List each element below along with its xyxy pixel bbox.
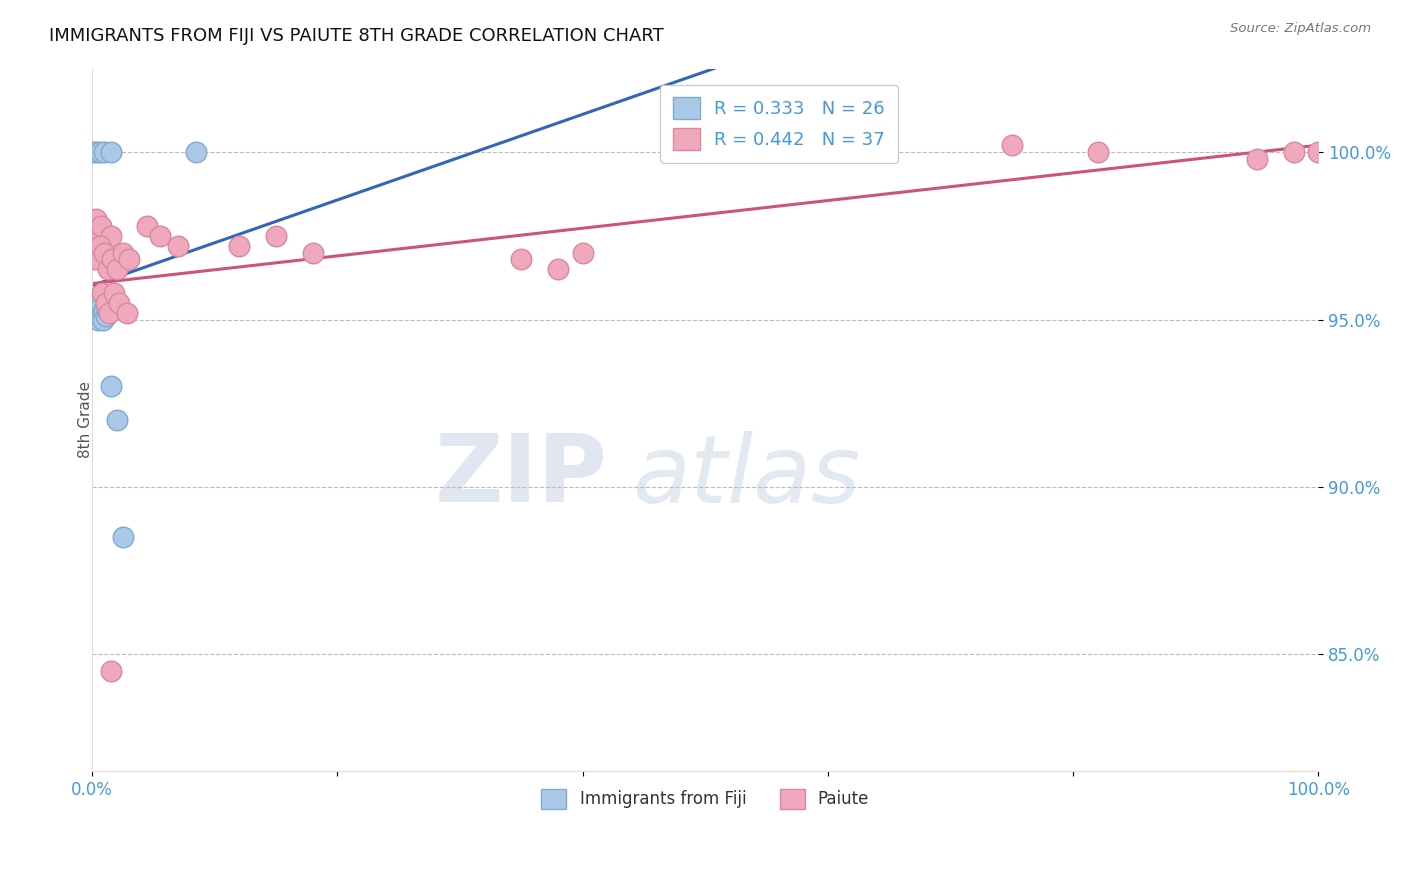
Legend: Immigrants from Fiji, Paiute: Immigrants from Fiji, Paiute — [534, 782, 876, 816]
Point — [87, 302, 110, 317]
Point — [93, 302, 115, 317]
Point — [82, 145, 104, 160]
Point — [118, 252, 141, 267]
Point — [96, 302, 118, 317]
Point — [100, 664, 122, 678]
Point — [547, 262, 569, 277]
Point — [167, 239, 190, 253]
Point — [94, 309, 117, 323]
Point — [1001, 138, 1024, 153]
Point — [87, 228, 110, 243]
Point — [98, 306, 121, 320]
Point — [228, 239, 250, 253]
Point — [136, 219, 159, 233]
Point — [82, 295, 104, 310]
Text: atlas: atlas — [631, 431, 860, 522]
Point — [103, 285, 125, 300]
Point — [108, 295, 131, 310]
Point — [97, 262, 120, 277]
Text: IMMIGRANTS FROM FIJI VS PAIUTE 8TH GRADE CORRELATION CHART: IMMIGRANTS FROM FIJI VS PAIUTE 8TH GRADE… — [49, 27, 664, 45]
Point — [83, 306, 105, 320]
Point — [1308, 145, 1330, 160]
Point — [1282, 145, 1305, 160]
Point — [91, 306, 114, 320]
Point — [84, 302, 107, 317]
Point — [510, 252, 533, 267]
Point — [93, 145, 115, 160]
Point — [93, 245, 115, 260]
Point — [1087, 145, 1109, 160]
Point — [90, 219, 112, 233]
Point — [111, 530, 134, 544]
Point — [84, 212, 107, 227]
Point — [105, 413, 128, 427]
Point — [89, 309, 111, 323]
Point — [105, 262, 128, 277]
Point — [83, 299, 105, 313]
Point — [149, 228, 172, 243]
Point — [89, 239, 111, 253]
Point — [100, 228, 122, 243]
Point — [1246, 152, 1268, 166]
Y-axis label: 8th Grade: 8th Grade — [77, 382, 93, 458]
Point — [94, 295, 117, 310]
Point — [100, 145, 122, 160]
Point — [87, 222, 110, 236]
Point — [115, 306, 138, 320]
Point — [101, 252, 124, 267]
Point — [86, 293, 108, 307]
Point — [83, 228, 105, 243]
Point — [91, 226, 114, 240]
Point — [91, 285, 114, 300]
Point — [100, 379, 122, 393]
Point — [84, 145, 107, 160]
Text: ZIP: ZIP — [434, 430, 607, 522]
Point — [90, 299, 112, 313]
Point — [186, 145, 208, 160]
Point — [302, 245, 325, 260]
Text: Source: ZipAtlas.com: Source: ZipAtlas.com — [1230, 22, 1371, 36]
Point — [571, 245, 593, 260]
Point — [89, 145, 111, 160]
Point — [91, 312, 114, 326]
Point — [111, 245, 134, 260]
Point — [264, 228, 287, 243]
Point — [83, 252, 105, 267]
Point — [87, 312, 110, 326]
